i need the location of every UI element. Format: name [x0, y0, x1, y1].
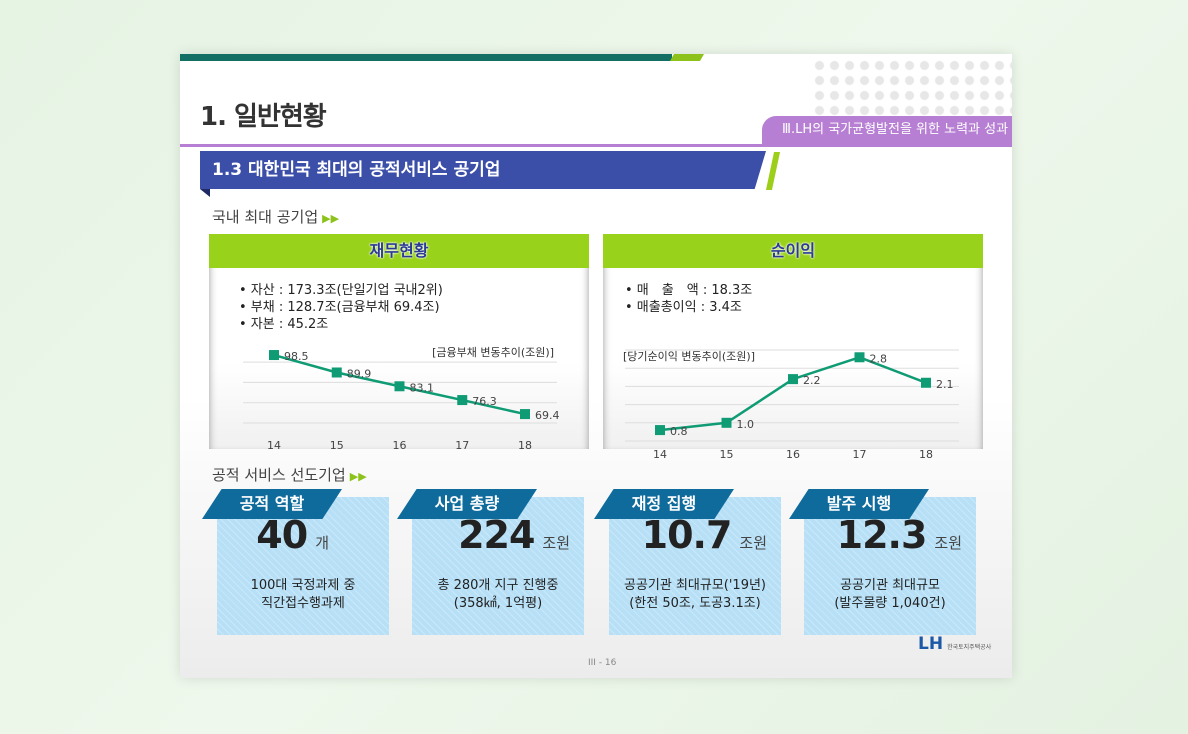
section-title: 1.3 대한민국 최대의 공적서비스 공기업 — [200, 151, 766, 189]
card-value: 40 개 — [256, 513, 329, 557]
data-label: 1.0 — [737, 418, 755, 431]
value: 12.3 — [836, 513, 928, 557]
double-arrow-icon: ▶▶ — [349, 470, 367, 483]
profit-line-chart: [당기순이익 변동추이(조원)] 0.814 1.0 15 2.2 16 2.8 17 2.1 1… — [623, 349, 959, 461]
subheading-domestic: 국내 최대 공기업 ▶▶ — [212, 206, 339, 227]
panel-profit: 순이익 • 매 출 액 : 18.3조 • 매출총이익 : 3.4조 [당기순이… — [603, 234, 983, 461]
data-point — [269, 350, 279, 361]
value: 40 — [256, 513, 308, 557]
card-value: 10.7 조원 — [642, 513, 767, 557]
lh-logo: LH 한국토지주택공사 — [918, 634, 991, 654]
subheading-text: 공적 서비스 선도기업 — [212, 466, 346, 484]
card-desc: 총 280개 지구 진행중 (358㎢, 1억평) — [412, 577, 584, 613]
desc-line: 직간접수행과제 — [261, 596, 345, 611]
card-tag: 공적 역할 — [202, 489, 342, 519]
subheading-text: 국내 최대 공기업 — [212, 208, 319, 226]
double-arrow-icon: ▶▶ — [322, 212, 340, 225]
unit: 조원 — [739, 534, 767, 552]
data-point — [394, 381, 405, 392]
data-point — [457, 395, 468, 406]
card-tag: 사업 총량 — [397, 489, 537, 519]
x-tick-label: 18 — [518, 439, 532, 449]
x-tick-label: 16 — [393, 439, 407, 449]
card-tag: 재정 집행 — [594, 489, 734, 519]
header-divider — [180, 144, 1012, 147]
chart-title: [금융부채 변동추이(조원)] — [432, 346, 554, 359]
bullet: • 부채 : 128.7조(금융부채 69.4조) — [239, 300, 440, 315]
value: 10.7 — [641, 513, 733, 557]
data-label: 89.9 — [347, 367, 372, 380]
bullet: • 매출총이익 : 3.4조 — [625, 300, 742, 315]
data-label: 0.8 — [670, 425, 688, 438]
logo-text: LH — [918, 634, 944, 654]
subheading-public: 공적 서비스 선도기업 ▶▶ — [212, 464, 367, 485]
page-number: III - 16 — [588, 658, 617, 668]
panel-title: 순이익 — [603, 234, 983, 268]
data-point — [331, 367, 342, 378]
desc-line: (발주물량 1,040건) — [834, 596, 946, 611]
data-label: 2.8 — [870, 352, 888, 365]
bullets: • 자산 : 173.3조(단일기업 국내2위) • 부채 : 128.7조(금… — [239, 282, 443, 333]
unit: 조원 — [934, 534, 962, 552]
logo-subtext: 한국토지주택공사 — [947, 644, 992, 651]
x-tick-label: 18 — [919, 448, 933, 461]
bullet: • 자본 : 45.2조 — [239, 317, 329, 332]
data-point — [854, 352, 865, 363]
x-tick-label: 15 — [330, 439, 344, 449]
chapter-label: Ⅲ.LH의 국가균형발전을 위한 노력과 성과 — [762, 116, 1012, 144]
desc-line: 공공기관 최대규모 — [840, 578, 940, 593]
x-tick-label: 16 — [786, 448, 800, 461]
chart-title: [당기순이익 변동추이(조원)] — [623, 350, 755, 363]
top-bar-accent — [669, 54, 705, 61]
debt-line-chart: [금융부채 변동추이(조원)] 98.5 14 89.9 15 83.1 16 76.3 17 6… — [243, 346, 560, 449]
slide: 1. 일반현황 Ⅲ.LH의 국가균형발전을 위한 노력과 성과 1.3 대한민국… — [180, 54, 1012, 678]
desc-line: 100대 국정과제 중 — [250, 578, 356, 593]
data-point — [721, 417, 732, 428]
desc-line: (한전 50조, 도공3.1조) — [629, 596, 761, 611]
value: 224 — [458, 513, 535, 557]
x-tick-label: 17 — [455, 439, 469, 449]
data-point — [520, 409, 530, 420]
card-value: 12.3 조원 — [837, 513, 962, 557]
data-label: 76.3 — [472, 395, 497, 408]
panel-title: 재무현황 — [209, 234, 589, 268]
bullet: • 매 출 액 : 18.3조 — [625, 283, 753, 298]
top-bar — [180, 54, 672, 61]
desc-line: 총 280개 지구 진행중 — [437, 578, 559, 593]
data-point — [788, 374, 798, 385]
data-label: 2.1 — [936, 378, 954, 391]
desc-line: (358㎢, 1억평) — [453, 596, 543, 611]
data-point — [655, 425, 665, 436]
data-point — [921, 377, 931, 388]
data-label: 83.1 — [410, 381, 435, 394]
x-tick-label: 17 — [853, 448, 867, 461]
panel-finance: 재무현황 • 자산 : 173.3조(단일기업 국내2위) • 부채 : 128… — [209, 234, 589, 449]
x-tick-label: 14 — [653, 448, 667, 461]
unit: 개 — [315, 534, 329, 552]
x-tick-label: 15 — [720, 448, 734, 461]
data-label: 69.4 — [535, 409, 560, 422]
card-tag: 발주 시행 — [789, 489, 929, 519]
desc-line: 공공기관 최대규모('19년) — [623, 578, 767, 593]
section-slash — [765, 152, 781, 190]
card-desc: 공공기관 최대규모('19년) (한전 50조, 도공3.1조) — [609, 577, 781, 613]
card-desc: 공공기관 최대규모 (발주물량 1,040건) — [804, 577, 976, 613]
data-label: 2.2 — [803, 374, 821, 387]
data-label: 98.5 — [284, 350, 309, 363]
x-tick-label: 14 — [267, 439, 281, 449]
unit: 조원 — [542, 534, 570, 552]
card-value: 224 조원 — [458, 513, 570, 557]
section-fold — [200, 189, 210, 197]
page-title: 1. 일반현황 — [200, 102, 327, 132]
bullets: • 매 출 액 : 18.3조 • 매출총이익 : 3.4조 — [625, 282, 752, 316]
bullet: • 자산 : 173.3조(단일기업 국내2위) — [239, 283, 443, 298]
